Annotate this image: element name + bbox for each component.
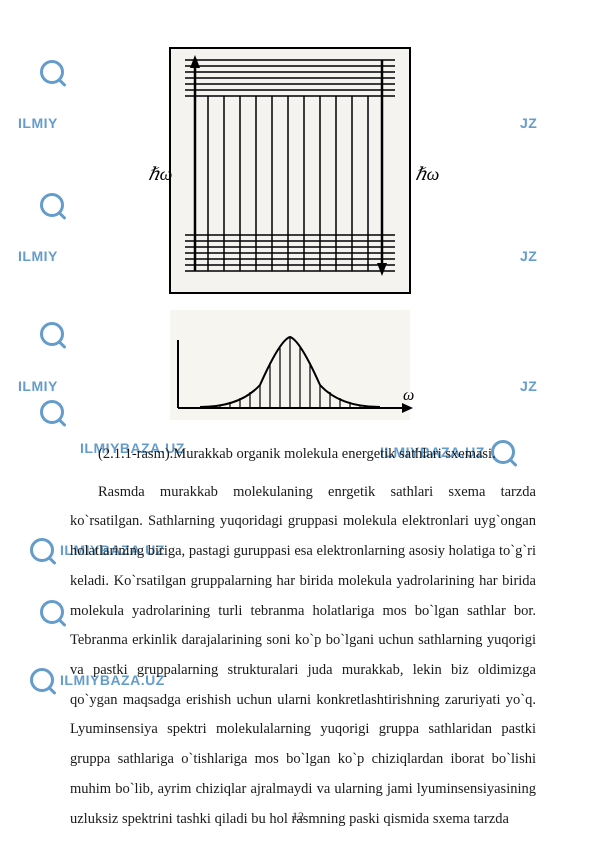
watermark-label: ILMIY bbox=[18, 378, 58, 394]
watermark-label: ILMIY bbox=[18, 248, 58, 264]
diagram-omega-label: ω bbox=[403, 387, 414, 404]
watermark-text-left: ILMIY bbox=[18, 115, 58, 131]
energy-levels-diagram: ℏω ℏω ω bbox=[130, 40, 450, 425]
watermark-magnifier bbox=[40, 600, 70, 624]
watermark-text-right: JZ bbox=[520, 115, 537, 131]
body-paragraph: Rasmda murakkab molekulaning enrgetik sa… bbox=[70, 478, 536, 835]
watermark-label: JZ bbox=[520, 378, 537, 394]
page-number: 12 bbox=[0, 809, 596, 824]
watermark-label: ILMIY bbox=[18, 115, 58, 131]
figure-caption: (2.1.1-rasm).Murakkab organik molekula e… bbox=[70, 440, 536, 470]
watermark-magnifier bbox=[40, 400, 70, 424]
watermark-magnifier bbox=[40, 60, 70, 84]
watermark-label: JZ bbox=[520, 248, 537, 264]
watermark-text-right: JZ bbox=[520, 378, 537, 394]
diagram-label-right: ℏω bbox=[415, 164, 439, 184]
watermark-text-left: ILMIY bbox=[18, 378, 58, 394]
watermark-text-right: JZ bbox=[520, 248, 537, 264]
watermark-magnifier bbox=[40, 322, 70, 346]
watermark-magnifier bbox=[40, 193, 70, 217]
diagram-label-left: ℏω bbox=[148, 164, 172, 184]
page-content: (2.1.1-rasm).Murakkab organik molekula e… bbox=[70, 440, 536, 834]
watermark-label: JZ bbox=[520, 115, 537, 131]
watermark-text-left: ILMIY bbox=[18, 248, 58, 264]
